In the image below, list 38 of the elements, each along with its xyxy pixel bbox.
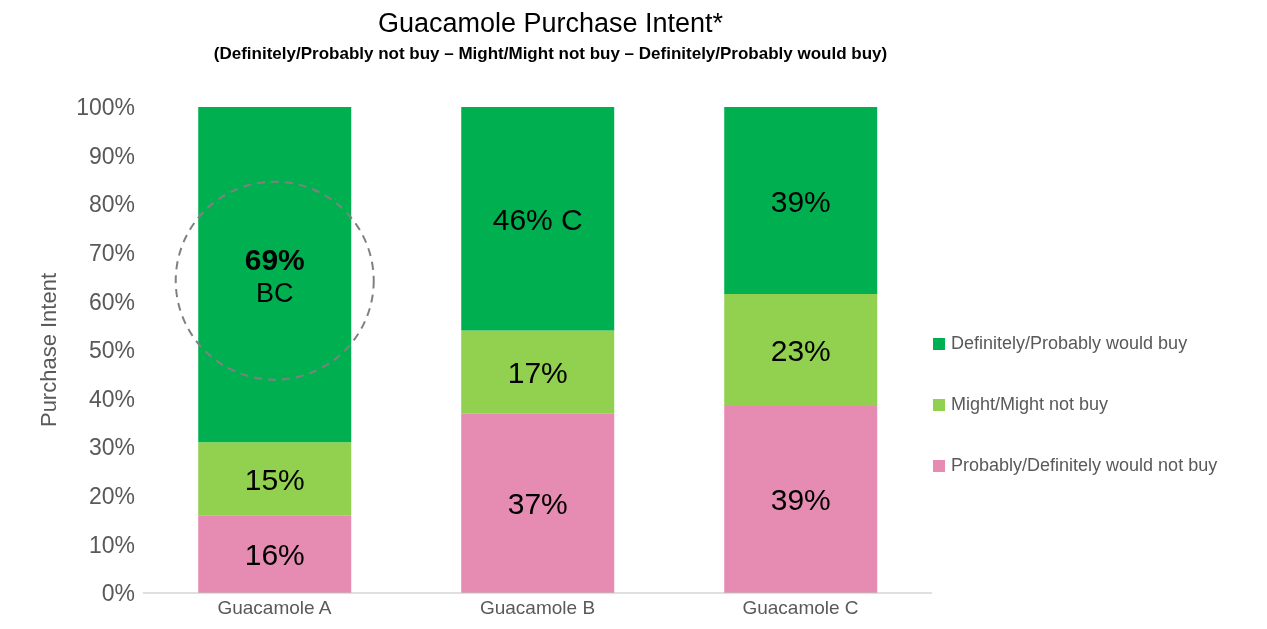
bar xyxy=(198,515,352,593)
x-tick-label: Guacamole B xyxy=(479,597,596,619)
chart-subtitle: (Definitely/Probably not buy – Might/Might not buy – Definitely/Probably would buy) xyxy=(212,44,889,64)
bar xyxy=(198,107,352,443)
data-label: 37% xyxy=(507,486,568,520)
bar xyxy=(724,294,878,406)
bar xyxy=(461,413,615,593)
legend-label: Definitely/Probably would buy xyxy=(951,333,1188,354)
data-label: 23% xyxy=(770,333,831,367)
y-tick-label: 100% xyxy=(76,94,135,121)
data-label: 15% xyxy=(244,462,305,496)
y-tick-label: 90% xyxy=(88,142,135,169)
data-label: 16% xyxy=(244,537,305,571)
bar xyxy=(724,405,878,593)
y-tick-label: 10% xyxy=(88,531,135,558)
chart-title: Guacamole Purchase Intent* xyxy=(376,8,725,39)
y-tick-label: 20% xyxy=(88,482,135,509)
y-axis-title: Purchase Intent xyxy=(35,272,61,428)
y-tick-label: 50% xyxy=(88,337,135,364)
data-label: 39% xyxy=(770,184,831,218)
y-tick-label: 0% xyxy=(101,580,135,607)
data-label: 69% BC xyxy=(244,242,305,308)
data-label: 46% C xyxy=(492,202,583,236)
y-tick-label: 70% xyxy=(88,239,135,266)
data-label: 39% xyxy=(770,482,831,516)
bar xyxy=(461,107,615,331)
data-label: 17% xyxy=(507,355,568,389)
legend-label: Might/Might not buy xyxy=(951,394,1109,415)
y-tick-label: 30% xyxy=(88,434,135,461)
bar xyxy=(198,442,352,516)
y-tick-label: 80% xyxy=(88,191,135,218)
y-tick-label: 60% xyxy=(88,288,135,315)
x-tick-label: Guacamole A xyxy=(217,597,332,619)
x-tick-label: Guacamole C xyxy=(742,597,859,619)
y-tick-label: 40% xyxy=(88,385,135,412)
bar xyxy=(724,107,878,295)
legend-label: Probably/Definitely would not buy xyxy=(951,455,1218,476)
bar xyxy=(461,330,615,414)
